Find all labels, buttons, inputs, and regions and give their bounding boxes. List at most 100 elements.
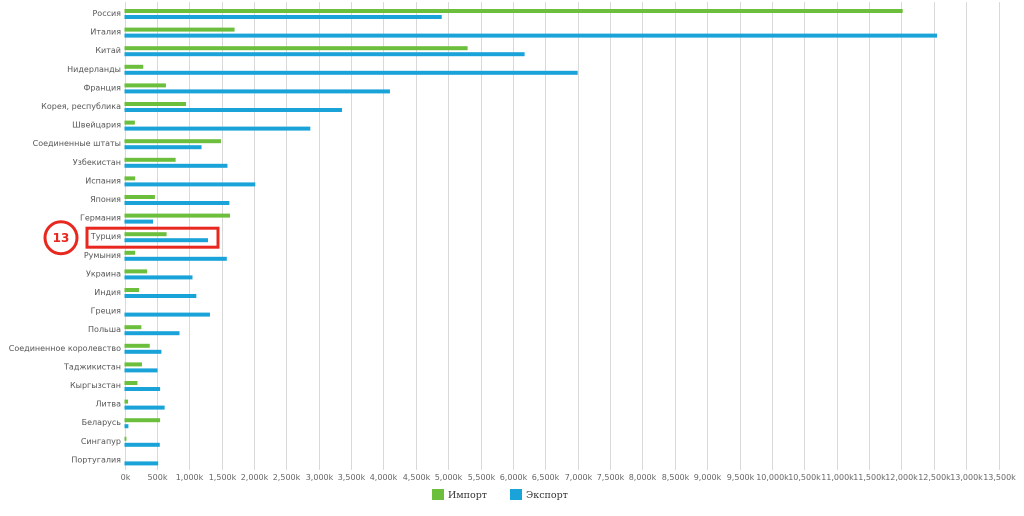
x-tick-label: 11,000k — [821, 473, 854, 482]
export-bar — [124, 33, 937, 38]
category-label: Украина — [86, 269, 121, 278]
x-tick-labels: 0k 500k 1,000k 1,500k 2,000k 2,500k 3,000k 3,50… — [121, 473, 1017, 482]
export-bar — [124, 442, 160, 447]
x-tick-label: 12,500k — [918, 473, 951, 482]
x-tick-label: 6,500k — [532, 473, 560, 482]
category-label: Россия — [92, 9, 121, 18]
x-tick-label: 10,000k — [756, 473, 789, 482]
category-label: Таджикистан — [63, 362, 121, 371]
category-label: Румыния — [84, 251, 121, 260]
export-bar — [124, 461, 159, 466]
x-tick-label: 5,000k — [435, 473, 463, 482]
bars — [124, 9, 937, 466]
export-bar — [124, 275, 193, 280]
x-tick-label: 1,000k — [176, 473, 204, 482]
import-bar — [124, 120, 135, 125]
gridlines — [125, 2, 1000, 470]
category-label: Турция — [90, 232, 121, 241]
x-tick-label: 8,500k — [662, 473, 690, 482]
export-bar — [124, 70, 578, 75]
import-bar — [124, 139, 221, 144]
category-label: Узбекистан — [73, 158, 121, 167]
category-label: Соединенные штаты — [33, 139, 121, 148]
export-bar — [124, 15, 442, 19]
category-label: Япония — [90, 195, 121, 204]
export-bar — [124, 145, 202, 150]
export-bar — [124, 201, 230, 205]
export-bar — [124, 256, 227, 261]
export-bar — [124, 163, 228, 168]
import-bar — [124, 9, 903, 13]
x-tick-label: 500k — [148, 473, 168, 482]
import-bar — [124, 102, 187, 106]
export-bar — [124, 349, 162, 354]
category-label: Корея, республика — [41, 102, 121, 111]
x-tick-label: 9,000k — [694, 473, 722, 482]
category-label: Литва — [96, 400, 122, 409]
export-bar — [124, 331, 180, 336]
import-bar — [124, 288, 140, 292]
annotation-badge — [43, 220, 79, 256]
category-label: Беларусь — [82, 418, 122, 427]
import-bar — [124, 64, 144, 69]
import-bar — [124, 83, 166, 88]
category-label: Кыргызстан — [70, 381, 121, 390]
export-bar — [124, 108, 343, 112]
export-bar — [124, 424, 129, 429]
category-label: Италия — [90, 28, 121, 37]
category-label: Германия — [80, 214, 121, 223]
x-tick-label: 7,000k — [565, 473, 593, 482]
import-bar — [124, 157, 176, 162]
export-bar — [124, 182, 256, 187]
category-label: Польша — [88, 325, 121, 334]
x-tick-label: 3,000k — [306, 473, 334, 482]
export-bar — [124, 126, 311, 131]
annotation-number: 13 — [53, 231, 70, 245]
category-label: Соединенное королевство — [9, 344, 121, 353]
export-bar — [124, 219, 153, 224]
import-bar — [124, 399, 129, 404]
import-bar — [124, 176, 136, 181]
import-bar — [124, 436, 127, 441]
export-bar — [124, 387, 161, 391]
import-bar — [124, 232, 167, 237]
legend-swatch-import — [432, 489, 444, 500]
category-label: Греция — [91, 307, 122, 316]
x-tick-label: 7,500k — [597, 473, 625, 482]
legend-label-import: Импорт — [448, 490, 487, 501]
x-tick-label: 10,500k — [788, 473, 821, 482]
highlight-annotation: 13 — [43, 220, 220, 256]
export-bar — [124, 368, 158, 373]
category-label: Сингапур — [81, 437, 121, 446]
category-label: Франция — [83, 83, 121, 92]
x-tick-label: 8,000k — [629, 473, 657, 482]
import-bar — [124, 213, 231, 218]
x-tick-label: 0k — [121, 473, 131, 482]
export-bar — [124, 238, 209, 243]
category-label: Китай — [95, 46, 121, 55]
x-tick-label: 13,000k — [950, 473, 983, 482]
export-bar — [124, 405, 165, 410]
import-bar — [124, 343, 150, 348]
legend-label-export: Экспорт — [526, 490, 568, 501]
export-bar — [124, 312, 210, 317]
import-bar — [124, 381, 138, 385]
export-bar — [124, 294, 197, 298]
import-bar — [124, 250, 136, 255]
x-tick-label: 4,000k — [370, 473, 398, 482]
import-bar — [124, 27, 235, 32]
highlight-box — [85, 226, 220, 249]
category-label: Швейцария — [72, 121, 121, 130]
category-labels: Россия Италия Китай Нидерланды Франция Корея,… — [9, 9, 122, 464]
x-tick-label: 11,500k — [853, 473, 886, 482]
x-tick-label: 3,500k — [338, 473, 366, 482]
x-tick-label: 2,500k — [273, 473, 301, 482]
import-bar — [124, 418, 161, 423]
category-label: Нидерланды — [67, 65, 121, 74]
x-tick-label: 1,500k — [209, 473, 237, 482]
import-bar — [124, 362, 142, 367]
x-tick-label: 9,500k — [727, 473, 755, 482]
import-bar — [124, 195, 155, 199]
